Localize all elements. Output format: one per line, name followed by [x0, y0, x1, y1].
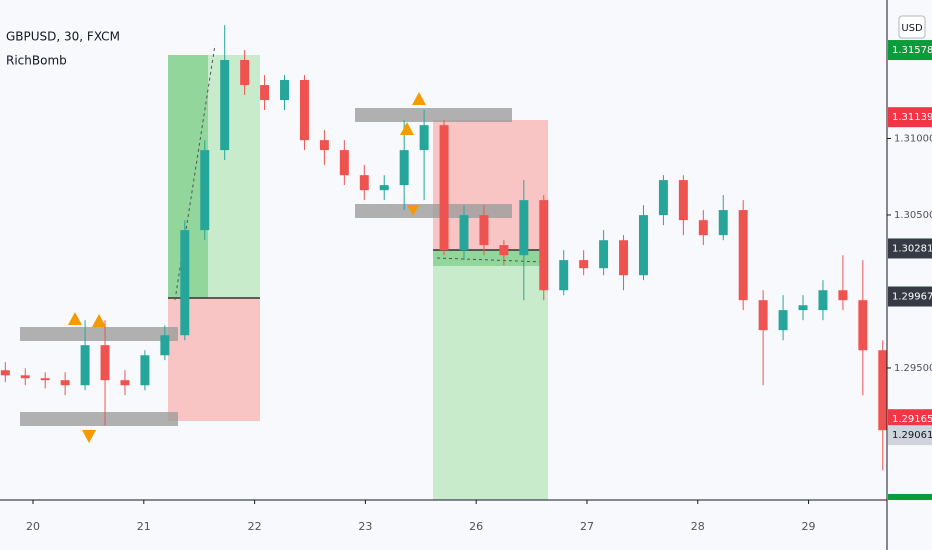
indicator-name: RichBomb: [6, 54, 67, 68]
candle-body: [479, 215, 489, 246]
candle-body: [778, 310, 788, 331]
zones: [20, 108, 512, 426]
candle-body: [100, 345, 110, 381]
candle-body: [858, 300, 868, 351]
candle-body: [718, 210, 728, 236]
chart-title: GBPUSD, 30, FXCM: [6, 30, 120, 44]
price-label-box: [888, 425, 932, 446]
candle-body: [80, 345, 90, 386]
signal-down: [82, 430, 96, 443]
currency-button[interactable]: [898, 15, 926, 39]
candle-body: [419, 125, 429, 151]
candle-body: [280, 80, 290, 101]
candle-body: [299, 80, 309, 141]
candle-body: [619, 240, 629, 276]
candle-body: [658, 180, 668, 216]
zone: [20, 412, 178, 426]
candle-body: [838, 290, 848, 301]
candle-body: [878, 350, 888, 431]
signal-up: [412, 92, 426, 105]
candle-body: [758, 300, 768, 331]
price-label-box: [888, 40, 932, 61]
candle-body: [220, 59, 230, 151]
candle-body: [678, 180, 688, 221]
x-tick-label: 21: [137, 520, 151, 533]
candle-body: [638, 215, 648, 276]
signal-up: [68, 312, 82, 325]
price-label: 1.29967: [892, 292, 932, 303]
signal-up: [400, 122, 414, 135]
candle-body: [738, 210, 748, 301]
candle-body: [339, 150, 349, 176]
y-tick-label: 1.30500: [894, 210, 932, 221]
profit-zone: [433, 250, 548, 500]
candle-body: [160, 335, 170, 356]
x-tick-label: 28: [691, 520, 705, 533]
candle-body: [20, 375, 30, 379]
candle-body: [459, 215, 469, 251]
price-label-box: [888, 107, 932, 128]
candle-body: [579, 260, 589, 269]
candle-body: [599, 240, 609, 269]
signals: [68, 92, 426, 443]
price-label-box: [888, 409, 932, 430]
candle-body: [180, 230, 190, 336]
candle-body: [120, 380, 130, 386]
candle-body: [379, 185, 389, 191]
price-label-box: [888, 286, 932, 307]
price-label: 1.31578: [892, 45, 932, 56]
x-tick-label: 22: [248, 520, 262, 533]
x-tick-label: 27: [580, 520, 594, 533]
candle-body: [200, 150, 210, 231]
price-label: 1.29061: [892, 430, 932, 441]
price-label: 1.31139: [892, 112, 932, 123]
candle-body: [519, 200, 529, 256]
candle-body: [319, 140, 329, 151]
price-label: 1.29165: [892, 414, 932, 425]
volume-marker: [888, 494, 932, 500]
candle-body: [40, 378, 50, 381]
profit-zone-filled: [433, 250, 548, 266]
x-tick-label: 29: [802, 520, 816, 533]
candle-body: [559, 260, 569, 291]
candle-body: [399, 150, 409, 186]
candle-body: [0, 370, 10, 376]
candle-body: [140, 355, 150, 386]
zone: [355, 204, 512, 218]
candle-body: [698, 220, 708, 236]
candle-body: [240, 59, 250, 86]
candle-body: [260, 85, 270, 101]
signal-up: [92, 314, 106, 327]
candle-body: [439, 125, 449, 251]
candle-body: [499, 245, 509, 256]
trade-path: [436, 257, 546, 263]
price-label-box: [888, 238, 932, 259]
x-tick-label: 23: [358, 520, 372, 533]
zone: [355, 108, 512, 122]
candle-body: [818, 290, 828, 311]
candles: [0, 25, 888, 471]
loss-zone: [433, 120, 548, 250]
price-label: 1.30281: [892, 243, 932, 254]
signal-down: [407, 205, 419, 216]
y-tick-label: 1.31000: [894, 133, 932, 144]
candle-body: [539, 200, 549, 291]
candle-body: [359, 175, 369, 191]
zone: [20, 327, 178, 341]
x-tick-label: 26: [469, 520, 483, 533]
candle-body: [60, 380, 70, 386]
y-tick-label: 1.29500: [894, 363, 932, 374]
x-tick-label: 20: [26, 520, 40, 533]
candle-body: [798, 305, 808, 311]
currency-label[interactable]: USD: [901, 23, 923, 34]
